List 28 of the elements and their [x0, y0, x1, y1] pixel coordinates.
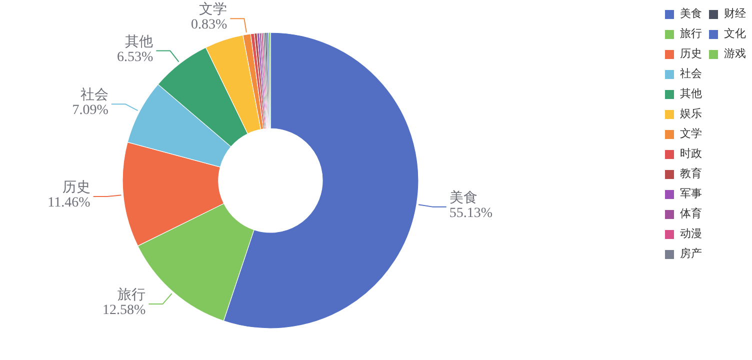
slice-label: 历史 — [62, 180, 90, 196]
data-label: 0.83% — [191, 18, 228, 33]
slice-label: 文学 — [199, 2, 228, 18]
data-label: 55.13% — [449, 206, 493, 221]
legend-label: 美食 — [680, 6, 702, 21]
legend-label: 动漫 — [680, 226, 702, 241]
legend-label: 其他 — [680, 86, 702, 101]
slice-label: 美食 — [449, 190, 478, 206]
legend-label: 军事 — [680, 186, 702, 201]
data-label: 12.58% — [102, 303, 146, 318]
legend-label: 文学 — [680, 126, 702, 141]
legend-label: 娱乐 — [680, 106, 702, 121]
slice-label: 社会 — [80, 87, 108, 104]
legend-label: 教育 — [680, 166, 702, 181]
legend-label: 房产 — [680, 246, 702, 261]
legend-label: 体育 — [680, 206, 702, 221]
legend-label: 游戏 — [724, 46, 746, 61]
slice-label: 其他 — [125, 34, 154, 50]
data-label: 11.46% — [48, 196, 91, 211]
legend-label: 财经 — [724, 6, 746, 21]
data-label: 7.09% — [72, 103, 109, 118]
legend-label: 时政 — [680, 146, 702, 161]
legend-label: 社会 — [680, 66, 702, 81]
legend-label: 文化 — [724, 26, 746, 41]
slice-label: 旅行 — [118, 287, 146, 304]
data-label: 6.53% — [117, 50, 154, 65]
legend-label: 旅行 — [680, 26, 702, 41]
legend-label: 历史 — [680, 46, 702, 61]
